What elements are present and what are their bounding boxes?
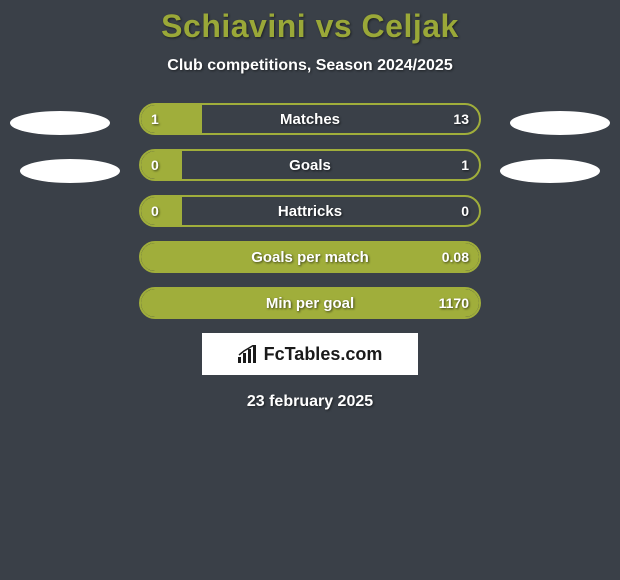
- stat-row-goals: 0 Goals 1: [139, 149, 481, 181]
- source-logo-text: FcTables.com: [264, 344, 383, 365]
- source-logo: FcTables.com: [238, 344, 383, 365]
- comparison-title: Schiavini vs Celjak: [0, 8, 620, 45]
- stat-value-right: 13: [453, 111, 469, 127]
- stat-label: Goals: [141, 157, 479, 174]
- stat-value-right: 0: [461, 203, 469, 219]
- player-left-ellipse-1: [10, 111, 110, 135]
- stat-label: Min per goal: [141, 295, 479, 312]
- date-line: 23 february 2025: [0, 393, 620, 411]
- stat-row-matches: 1 Matches 13: [139, 103, 481, 135]
- source-logo-box: FcTables.com: [202, 333, 418, 375]
- player-right-ellipse-1: [510, 111, 610, 135]
- stat-value-right: 1170: [439, 295, 469, 311]
- comparison-subtitle: Club competitions, Season 2024/2025: [0, 57, 620, 75]
- player-left-ellipse-2: [20, 159, 120, 183]
- bars-icon: [238, 345, 260, 363]
- stat-row-hattricks: 0 Hattricks 0: [139, 195, 481, 227]
- stat-label: Hattricks: [141, 203, 479, 220]
- stat-value-right: 0.08: [442, 249, 469, 265]
- stat-row-min-per-goal: Min per goal 1170: [139, 287, 481, 319]
- player-right-ellipse-2: [500, 159, 600, 183]
- stat-rows: 1 Matches 13 0 Goals 1 0 Hattricks 0 Goa…: [139, 103, 481, 319]
- stat-value-right: 1: [461, 157, 469, 173]
- infographic-container: Schiavini vs Celjak Club competitions, S…: [0, 0, 620, 411]
- stat-label: Matches: [141, 111, 479, 128]
- stat-label: Goals per match: [141, 249, 479, 266]
- stat-row-goals-per-match: Goals per match 0.08: [139, 241, 481, 273]
- stats-area: 1 Matches 13 0 Goals 1 0 Hattricks 0 Goa…: [0, 103, 620, 411]
